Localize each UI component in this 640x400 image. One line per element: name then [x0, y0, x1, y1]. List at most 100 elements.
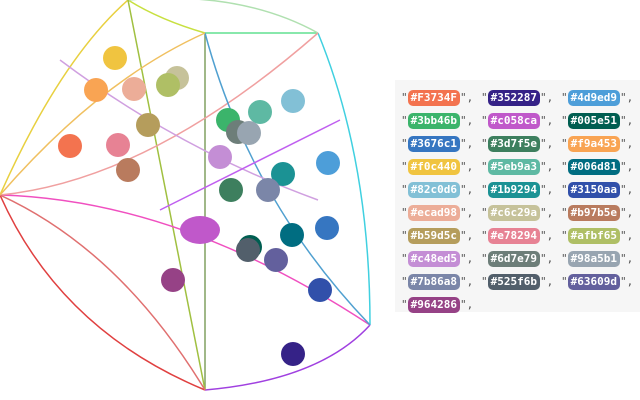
color-code: #1b9294	[487, 182, 540, 198]
quote: "	[561, 252, 568, 265]
palette-item: " #c058ca ",	[481, 113, 553, 129]
palette-item: " #98a5b1 ",	[561, 251, 633, 267]
quote: "	[401, 114, 408, 127]
quote: "	[401, 275, 408, 288]
palette-item: " #b59d5c ",	[401, 228, 473, 244]
edge	[0, 194, 206, 391]
edge	[128, 0, 319, 34]
color-code: #c48ed5	[407, 251, 460, 267]
separator: ",	[539, 206, 554, 219]
palette-item: " #3d7f5e ",	[481, 136, 553, 152]
quote: "	[561, 114, 568, 127]
separator: ",	[459, 137, 474, 150]
edge	[204, 324, 371, 391]
quote: "	[481, 114, 488, 127]
color-code: #ecad98	[407, 205, 460, 221]
separator: ",	[459, 91, 474, 104]
separator: ",	[619, 252, 634, 265]
separator: ",	[619, 183, 634, 196]
separator: ",	[619, 275, 634, 288]
separator: ",	[459, 206, 474, 219]
separator: ",	[459, 183, 474, 196]
color-blob	[237, 121, 261, 145]
color-blob	[136, 113, 160, 137]
palette-item: " #82c0d6 ",	[401, 182, 473, 198]
separator: ",	[539, 160, 554, 173]
color-code: #4d9ed9	[567, 90, 620, 106]
color-blob	[106, 133, 130, 157]
palette-item: " #3676c1 ",	[401, 136, 473, 152]
separator: ",	[619, 137, 634, 150]
palette-item: " #352287 ",	[481, 90, 553, 106]
quote: "	[481, 275, 488, 288]
quote: "	[481, 206, 488, 219]
color-blob	[308, 278, 332, 302]
color-blob	[208, 145, 232, 169]
quote: "	[561, 91, 568, 104]
color-code: #7b86a8	[407, 274, 460, 290]
separator: ",	[459, 298, 474, 311]
palette-item: " #F3734F ",	[401, 90, 473, 106]
palette-item: " #7b86a8 ",	[401, 274, 473, 290]
separator: ",	[619, 160, 634, 173]
quote: "	[401, 298, 408, 311]
separator: ",	[619, 114, 634, 127]
edge	[127, 0, 206, 391]
color-code: #82c0d6	[407, 182, 460, 198]
edge	[0, 0, 129, 196]
palette-item: " #6d7e79 ",	[481, 251, 553, 267]
palette-item: " #c6c29a ",	[481, 205, 553, 221]
color-blob	[156, 73, 180, 97]
separator: ",	[539, 183, 554, 196]
color-code: #6d7e79	[487, 251, 540, 267]
quote: "	[401, 229, 408, 242]
color-code: #005e51	[567, 113, 620, 129]
palette-item: " #006d81 ",	[561, 159, 633, 175]
palette-item: " #964286 ",	[401, 297, 473, 313]
separator: ",	[539, 137, 554, 150]
color-blob	[256, 178, 280, 202]
palette-item: " #1b9294 ",	[481, 182, 553, 198]
separator: ",	[619, 229, 634, 242]
palette-item: " #5eb9a3 ",	[481, 159, 553, 175]
palette-item: " #ecad98 ",	[401, 205, 473, 221]
quote: "	[401, 160, 408, 173]
color-code: #e78294	[487, 228, 540, 244]
palette-item: " #3150aa ",	[561, 182, 633, 198]
edge	[317, 32, 371, 326]
palette-item: " #e78294 ",	[481, 228, 553, 244]
palette-item: " #f0c440 ",	[401, 159, 473, 175]
quote: "	[401, 183, 408, 196]
color-code: #f0c440	[407, 159, 460, 175]
color-blob	[180, 216, 220, 244]
palette-item: " #4d9ed9 ",	[561, 90, 633, 106]
color-code: #c058ca	[487, 113, 540, 129]
edge	[0, 32, 319, 196]
quote: "	[481, 252, 488, 265]
color-blob	[219, 178, 243, 202]
color-code: #98a5b1	[567, 251, 620, 267]
edge	[159, 119, 341, 211]
separator: ",	[539, 114, 554, 127]
color-space-view	[0, 0, 371, 391]
color-blob	[281, 342, 305, 366]
separator: ",	[459, 229, 474, 242]
separator: ",	[459, 275, 474, 288]
color-code: #afbf65	[567, 228, 620, 244]
color-blob	[264, 248, 288, 272]
color-blob	[236, 238, 260, 262]
wireframe	[0, 0, 371, 391]
palette-item: " #f9a453 ",	[561, 136, 633, 152]
separator: ",	[539, 252, 554, 265]
color-code: #006d81	[567, 159, 620, 175]
color-code: #525f6b	[487, 274, 540, 290]
quote: "	[561, 275, 568, 288]
quote: "	[481, 183, 488, 196]
color-blob	[58, 134, 82, 158]
color-blob	[248, 100, 272, 124]
separator: ",	[539, 91, 554, 104]
separator: ",	[619, 91, 634, 104]
separator: ",	[459, 160, 474, 173]
quote: "	[561, 206, 568, 219]
quote: "	[401, 91, 408, 104]
